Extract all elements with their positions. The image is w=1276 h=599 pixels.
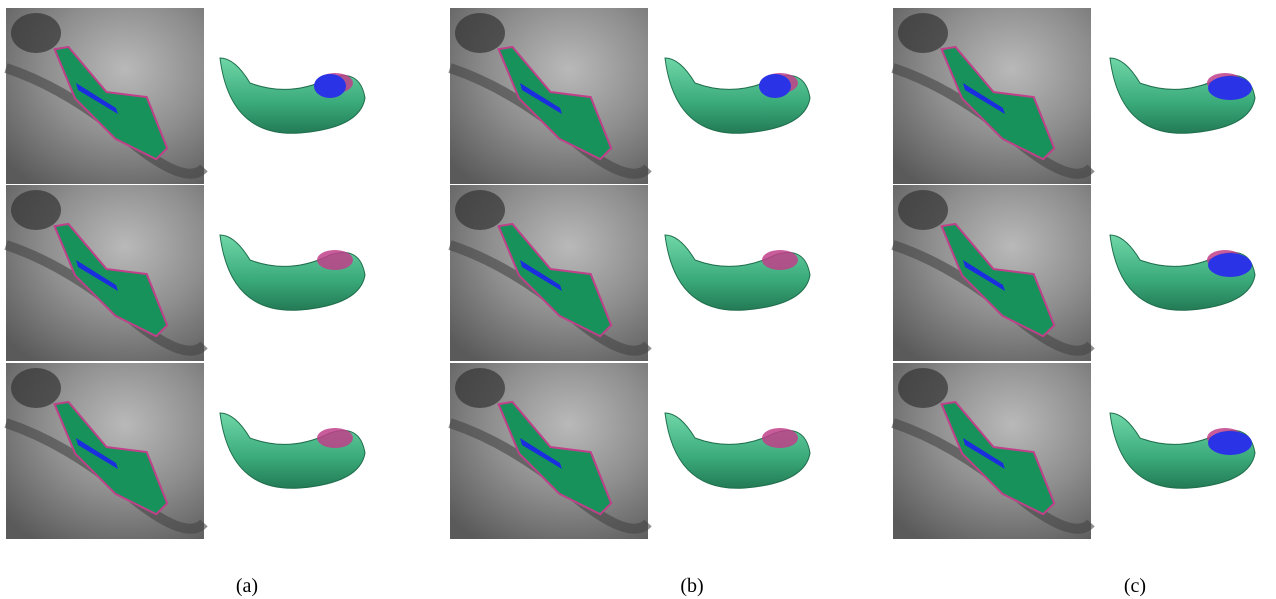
segmentation-error bbox=[76, 83, 118, 114]
dark-region bbox=[898, 368, 948, 408]
render-error bbox=[317, 428, 353, 448]
segmentation bbox=[500, 225, 610, 335]
dark-region bbox=[11, 13, 61, 53]
segmentation-error bbox=[963, 260, 1005, 291]
segmentation bbox=[56, 403, 166, 513]
render-error-blue bbox=[1208, 253, 1252, 277]
caption: (a) bbox=[236, 575, 258, 597]
segmentation-error bbox=[963, 83, 1005, 114]
panels: (a) (b) (c) bbox=[4, 8, 1256, 597]
dark-region bbox=[455, 13, 505, 53]
render-3d bbox=[664, 412, 811, 489]
render-error-blue bbox=[1208, 76, 1252, 100]
segmentation-error bbox=[76, 438, 118, 469]
segmentation bbox=[500, 48, 610, 158]
dark-region bbox=[11, 190, 61, 230]
render-error-blue bbox=[759, 74, 791, 98]
caption: (c) bbox=[1124, 575, 1146, 597]
caption: (b) bbox=[680, 575, 703, 597]
render-error-blue bbox=[1208, 431, 1252, 455]
dark-region bbox=[898, 190, 948, 230]
render-error bbox=[762, 428, 798, 448]
segmentation bbox=[943, 225, 1053, 335]
render-3d bbox=[664, 57, 811, 134]
segmentation-error bbox=[76, 260, 118, 291]
segmentation-error bbox=[963, 438, 1005, 469]
segmentation bbox=[500, 403, 610, 513]
segmentation bbox=[943, 403, 1053, 513]
dark-region bbox=[455, 368, 505, 408]
render-error bbox=[762, 250, 798, 270]
segmentation bbox=[56, 225, 166, 335]
segmentation-error bbox=[520, 260, 562, 291]
dark-region bbox=[898, 13, 948, 53]
dark-region bbox=[455, 190, 505, 230]
render-3d bbox=[219, 57, 366, 134]
render-error bbox=[317, 250, 353, 270]
dark-region bbox=[11, 368, 61, 408]
render-3d bbox=[219, 412, 366, 489]
segmentation bbox=[943, 48, 1053, 158]
segmentation-error bbox=[520, 83, 562, 114]
segmentation bbox=[56, 48, 166, 158]
render-error-blue bbox=[314, 74, 346, 98]
render-3d bbox=[664, 234, 811, 311]
render-3d bbox=[219, 234, 366, 311]
segmentation-error bbox=[520, 438, 562, 469]
